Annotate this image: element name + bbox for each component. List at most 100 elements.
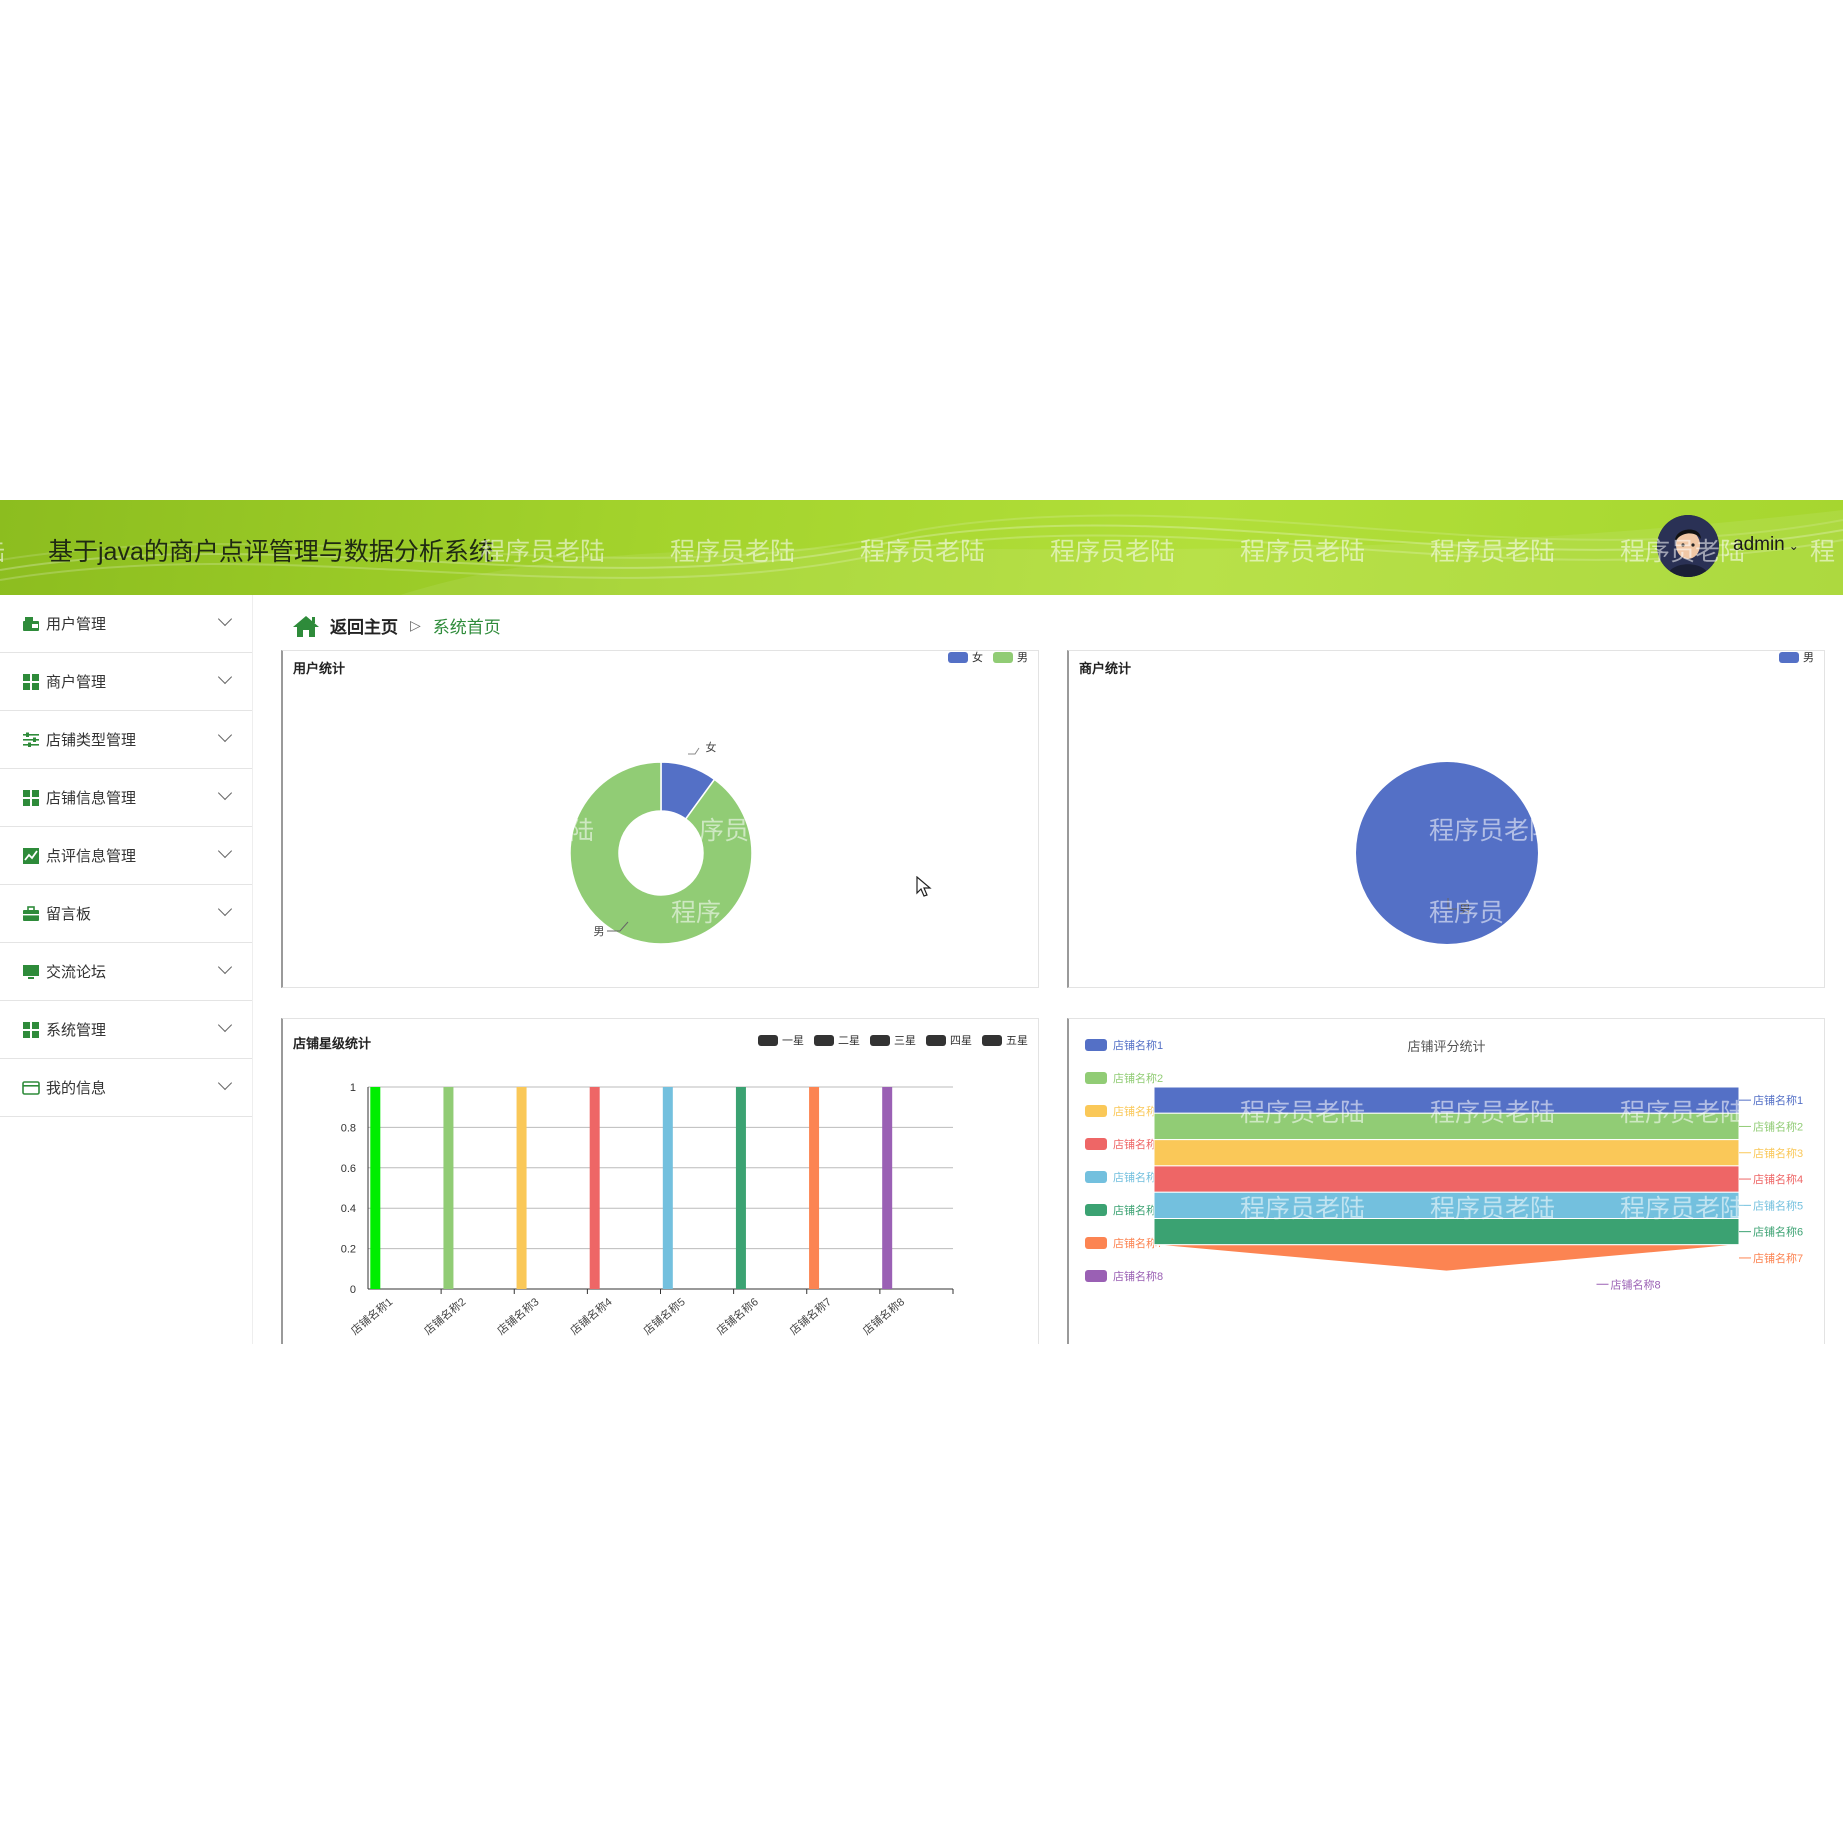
chevron-down-icon: ⌄ [1788, 539, 1799, 553]
legend-item[interactable]: 四星 [926, 1032, 972, 1048]
app-window: 基于java的商户点评管理与数据分析系统 陆 程序员老陆 程序员老陆 程序员老陆… [0, 500, 1843, 1344]
legend-label[interactable]: 店铺名称4 [1113, 1137, 1163, 1151]
legend-label: 二星 [838, 1035, 860, 1047]
funnel-label: 店铺名称6 [1753, 1225, 1803, 1239]
label-line [607, 921, 629, 932]
legend-swatch [814, 1034, 834, 1046]
legend-item[interactable]: 男 [1779, 651, 1814, 665]
legend-label[interactable]: 店铺名称3 [1113, 1104, 1163, 1118]
legend-swatch[interactable] [1085, 1072, 1107, 1084]
funnel-layer[interactable] [1153, 1191, 1740, 1219]
score-funnel-chart: 店铺名称1 店铺名称2 店铺名称3 店铺名称4 店铺名称5 店铺名称6 店铺名称7 店铺名称8… [1085, 1038, 1803, 1298]
user-stats-panel: 用户统计 女 男 女 男 陆 序员老 程序 [281, 650, 1039, 988]
merchant-stats-panel: 商户统计 男 男 程序员老陆 程序员 [1067, 650, 1825, 988]
bar[interactable] [589, 1087, 600, 1289]
funnel-label: 店铺名称5 [1753, 1198, 1803, 1212]
funnel-layer[interactable] [1153, 1218, 1740, 1246]
funnel-label: 店铺名称8 [1611, 1277, 1661, 1291]
legend-label: 五星 [1006, 1035, 1028, 1047]
user-admin-icon [23, 616, 39, 631]
sidebar-item-forum[interactable]: 交流论坛 [0, 943, 252, 1001]
sidebar-item-my-info[interactable]: 我的信息 [0, 1059, 252, 1117]
chevron-down-icon [217, 611, 233, 627]
breadcrumb-home-link[interactable]: 返回主页 [330, 618, 398, 637]
sidebar-item-user-management[interactable]: 用户管理 [0, 595, 252, 653]
chart-legend: 男 [1769, 651, 1814, 665]
legend-swatch[interactable] [1085, 1138, 1107, 1150]
pie-slice[interactable] [1356, 762, 1538, 944]
x-tick-label: 店铺名称8 [860, 1295, 907, 1338]
x-tick-label: 店铺名称6 [713, 1295, 760, 1338]
legend-item[interactable]: 一星 [758, 1032, 804, 1048]
chevron-down-icon [217, 785, 233, 801]
grid-icon [23, 1021, 39, 1038]
legend-label: 三星 [894, 1035, 916, 1047]
legend-item[interactable]: 三星 [870, 1032, 916, 1048]
legend-swatch[interactable] [1085, 1171, 1107, 1183]
user-menu[interactable]: admin ⌄ [1733, 534, 1799, 556]
sidebar-item-merchant-management[interactable]: 商户管理 [0, 653, 252, 711]
legend-item[interactable]: 五星 [982, 1032, 1028, 1048]
pie-slice[interactable] [569, 761, 753, 945]
sidebar-item-label: 店铺信息管理 [46, 790, 137, 807]
bar[interactable] [809, 1087, 820, 1289]
bar[interactable] [662, 1087, 673, 1289]
y-tick-label: 0.8 [341, 1122, 356, 1134]
sidebar-item-review-management[interactable]: 点评信息管理 [0, 827, 252, 885]
legend-swatch [948, 651, 968, 663]
funnel-layer[interactable] [1153, 1086, 1740, 1114]
bar[interactable] [882, 1087, 893, 1289]
y-tick-label: 0.2 [341, 1244, 356, 1256]
legend-label[interactable]: 店铺名称6 [1113, 1203, 1163, 1217]
chart-legend: 一星 二星 三星 四星 五星 [748, 1032, 1028, 1048]
label-line [688, 747, 700, 755]
legend-item[interactable]: 二星 [814, 1032, 860, 1048]
legend-label[interactable]: 店铺名称2 [1113, 1071, 1163, 1085]
legend-swatch[interactable] [1085, 1270, 1107, 1282]
sidebar-item-system-management[interactable]: 系统管理 [0, 1001, 252, 1059]
wallet-icon [22, 1080, 40, 1095]
bar[interactable] [370, 1087, 381, 1289]
funnel-layer[interactable] [1153, 1165, 1740, 1193]
x-tick-label: 店铺名称1 [348, 1295, 395, 1338]
legend-swatch[interactable] [1085, 1237, 1107, 1249]
legend-swatch[interactable] [1085, 1039, 1107, 1051]
bar[interactable] [735, 1087, 746, 1289]
funnel-layer[interactable] [1153, 1139, 1740, 1167]
bar[interactable] [443, 1087, 454, 1289]
breadcrumb-current: 系统首页 [432, 618, 501, 637]
funnel-label: 店铺名称4 [1753, 1172, 1803, 1186]
funnel-label: 店铺名称2 [1753, 1119, 1803, 1133]
home-icon[interactable] [292, 614, 320, 638]
legend-item[interactable]: 男 [993, 651, 1028, 665]
slice-label: 男 [1460, 904, 1471, 916]
funnel-layer[interactable] [1153, 1244, 1740, 1272]
legend-swatch[interactable] [1085, 1105, 1107, 1117]
user-avatar[interactable] [1657, 515, 1719, 577]
legend-label: 男 [1017, 652, 1028, 664]
legend-label[interactable]: 店铺名称8 [1113, 1269, 1163, 1283]
chevron-down-icon [217, 959, 233, 975]
breadcrumb: 返回主页 ▷ 系统首页 [292, 613, 501, 638]
breadcrumb-separator-icon: ▷ [410, 617, 421, 633]
legend-label[interactable]: 店铺名称1 [1113, 1038, 1163, 1052]
legend-label[interactable]: 店铺名称5 [1113, 1170, 1163, 1184]
sidebar-item-label: 点评信息管理 [46, 848, 137, 865]
chevron-down-icon [217, 1017, 233, 1033]
monitor-icon [23, 964, 39, 979]
sidebar-item-shop-type-management[interactable]: 店铺类型管理 [0, 711, 252, 769]
grid-icon [23, 789, 39, 806]
sidebar-item-shop-info-management[interactable]: 店铺信息管理 [0, 769, 252, 827]
legend-swatch[interactable] [1085, 1204, 1107, 1216]
header-wave-decoration [0, 510, 1843, 595]
score-stats-panel: 店铺评分统计 店铺名称1 店铺名称2 店铺名称3 店铺名称4 店铺名称5 店铺名称6 店铺名… [1067, 1018, 1825, 1344]
legend-label: 男 [1803, 652, 1814, 664]
legend-label: 女 [972, 652, 983, 664]
x-tick-label: 店铺名称4 [567, 1295, 614, 1338]
chevron-down-icon [217, 843, 233, 859]
legend-item[interactable]: 女 [948, 651, 983, 665]
bar[interactable] [516, 1087, 527, 1289]
sidebar-item-message-board[interactable]: 留言板 [0, 885, 252, 943]
funnel-layer[interactable] [1153, 1112, 1740, 1141]
legend-label[interactable]: 店铺名称7 [1113, 1236, 1163, 1250]
